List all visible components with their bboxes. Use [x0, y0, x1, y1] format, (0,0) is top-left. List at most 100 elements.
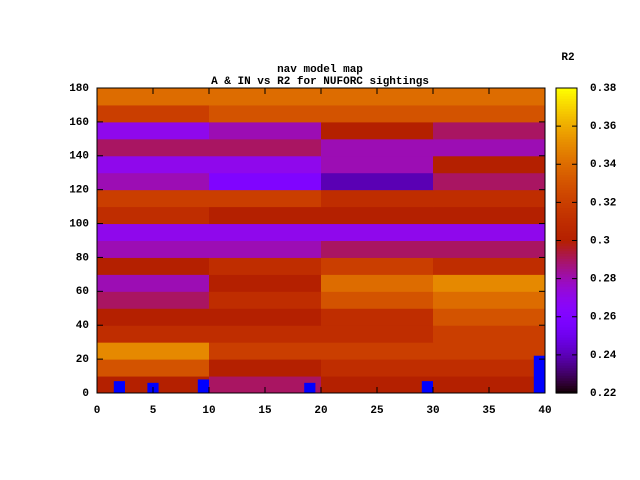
- heat-cell: [97, 257, 210, 275]
- colorbar-tick-label: 0.36: [590, 121, 616, 133]
- colorbar-step: [556, 108, 577, 112]
- colorbar-tick-label: 0.22: [590, 388, 616, 400]
- colorbar-step: [556, 385, 577, 389]
- colorbar-step: [556, 370, 577, 374]
- heat-cell: [97, 189, 210, 208]
- heat-cell: [433, 155, 546, 174]
- x-tick-label: 25: [370, 405, 384, 417]
- colorbar-step: [556, 237, 577, 242]
- colorbar-step: [556, 387, 577, 392]
- colorbar-step: [556, 372, 577, 376]
- colorbar-step: [556, 240, 577, 244]
- heat-cell: [433, 88, 546, 106]
- heat-cell: [209, 189, 322, 208]
- colorbar-step: [556, 362, 577, 366]
- colorbar-tick-label: 0.38: [590, 83, 617, 95]
- colorbar-step: [556, 326, 577, 331]
- colorbar-step: [556, 276, 577, 280]
- heat-cell: [97, 206, 210, 225]
- colorbar-step: [556, 268, 577, 272]
- heat-cell: [209, 88, 322, 106]
- colorbar-step: [556, 217, 577, 221]
- colorbar-step: [556, 164, 577, 168]
- y-tick-label: 160: [69, 117, 89, 129]
- y-tick-label: 140: [69, 151, 89, 163]
- colorbar-step: [556, 149, 577, 153]
- colorbar-step: [556, 293, 577, 298]
- colorbar-tick-label: 0.32: [590, 197, 616, 209]
- heat-cell: [209, 274, 322, 292]
- y-tick-label: 100: [69, 218, 89, 230]
- colorbar-step: [556, 253, 577, 257]
- colorbar-step: [556, 115, 577, 120]
- colorbar-step: [556, 220, 577, 224]
- heat-cell: [209, 104, 322, 123]
- colorbar-step: [556, 342, 577, 346]
- y-tick-label: 60: [76, 286, 89, 298]
- colorbar-step: [556, 321, 577, 325]
- x-tick-label: 0: [94, 405, 101, 417]
- colorbar-step: [556, 123, 577, 127]
- colorbar-step: [556, 309, 577, 313]
- y-tick-label: 20: [76, 354, 89, 366]
- colorbar-step: [556, 113, 577, 117]
- colorbar-step: [556, 258, 577, 262]
- bar: [421, 381, 433, 393]
- colorbar-step: [556, 245, 577, 249]
- heat-cell: [97, 172, 210, 191]
- colorbar-step: [556, 232, 577, 237]
- colorbar-step: [556, 291, 577, 295]
- x-tick-label: 35: [482, 405, 496, 417]
- heat-cell: [97, 240, 210, 258]
- colorbar-step: [556, 329, 577, 333]
- chart-title: nav model map: [277, 64, 363, 76]
- heat-cell: [321, 376, 434, 394]
- colorbar-step: [556, 288, 577, 292]
- colorbar-step: [556, 296, 577, 300]
- heat-cell: [209, 240, 322, 258]
- heat-cell: [433, 138, 546, 157]
- colorbar-tick-label: 0.26: [590, 312, 616, 324]
- x-tick-label: 30: [426, 405, 439, 417]
- colorbar-step: [556, 298, 577, 303]
- heat-cell: [321, 308, 434, 326]
- y-tick-label: 0: [82, 388, 89, 400]
- heat-cell: [209, 257, 322, 275]
- colorbar-step: [556, 311, 577, 315]
- x-tick-label: 10: [202, 405, 215, 417]
- colorbar-step: [556, 133, 577, 137]
- colorbar-step: [556, 156, 577, 160]
- heat-cell: [97, 88, 210, 106]
- heat-cell: [209, 342, 322, 360]
- heat-cell: [209, 155, 322, 174]
- heat-cell: [97, 138, 210, 157]
- heat-cell: [433, 104, 546, 123]
- heat-cell: [97, 223, 210, 241]
- colorbar-step: [556, 184, 577, 188]
- colorbar-step: [556, 271, 577, 275]
- colorbar-step: [556, 273, 577, 277]
- colorbar-step: [556, 103, 577, 107]
- colorbar-step: [556, 380, 577, 384]
- heat-cell: [433, 325, 546, 343]
- colorbar-step: [556, 377, 577, 381]
- heat-cell: [209, 206, 322, 225]
- colorbar-step: [556, 161, 577, 165]
- heat-cell: [433, 121, 546, 140]
- colorbar-step: [556, 222, 577, 226]
- colorbar-step: [556, 138, 577, 142]
- bar: [533, 355, 545, 393]
- heat-cell: [97, 121, 210, 140]
- colorbar-step: [556, 207, 577, 211]
- colorbar-step: [556, 95, 577, 99]
- colorbar-step: [556, 349, 577, 353]
- colorbar-step: [556, 199, 577, 203]
- colorbar-step: [556, 154, 577, 158]
- colorbar-step: [556, 110, 577, 115]
- colorbar-step: [556, 212, 577, 216]
- heat-cell: [97, 342, 210, 360]
- colorbar-step: [556, 126, 577, 130]
- heat-cell: [209, 325, 322, 343]
- colorbar-step: [556, 146, 577, 150]
- heat-cell: [321, 291, 434, 309]
